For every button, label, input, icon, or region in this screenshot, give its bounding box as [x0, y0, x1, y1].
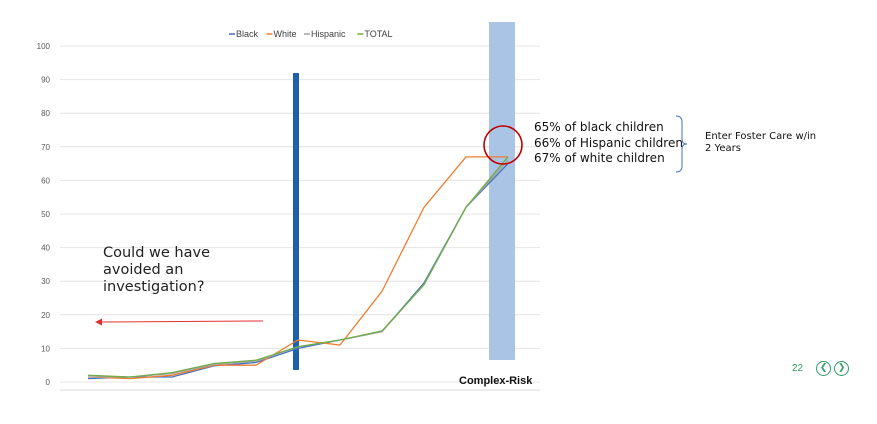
y-tick-label: 0 [46, 378, 51, 387]
y-axis: 0 10 20 30 40 50 60 70 80 90 100 [37, 42, 540, 391]
stats-callout: 65% of black children 66% of Hispanic ch… [534, 120, 683, 167]
left-arrow [95, 318, 264, 326]
series-lines [87, 156, 509, 380]
question-callout: Could we have avoided an investigation? [103, 245, 210, 295]
foster-care-label: Enter Foster Care w/in 2 Years [705, 131, 817, 154]
stat-black: 65% of black children [534, 120, 664, 134]
slide-footer: 22 ❮ ❯ [792, 361, 850, 376]
stat-hispanic: 66% of Hispanic children [534, 135, 683, 150]
page-number: 22 [792, 363, 804, 374]
chevron-left-icon[interactable]: ❮ [816, 361, 832, 376]
legend-item-hispanic: Hispanic [311, 29, 346, 39]
y-tick-label: 10 [41, 344, 50, 353]
series-line-total [87, 156, 509, 378]
series-line-white [87, 156, 508, 380]
y-tick-label: 20 [41, 311, 50, 320]
stat-white: 67% of white children [534, 151, 665, 165]
y-tick-label: 90 [41, 76, 50, 85]
y-tick-label: 60 [41, 176, 50, 185]
complex-risk-label: Complex-Risk [459, 375, 533, 387]
y-tick-label: 40 [41, 244, 50, 253]
y-tick-label: 50 [41, 210, 50, 219]
legend-item-total: TOTAL [364, 29, 392, 39]
gridlines [60, 45, 540, 383]
chevron-right-icon[interactable]: ❯ [834, 361, 850, 376]
y-tick-label: 70 [41, 143, 50, 152]
highlight-band [489, 22, 515, 360]
legend: Black White Hispanic TOTAL [229, 29, 393, 39]
threshold-line [293, 73, 299, 370]
brace [675, 115, 688, 173]
y-tick-label: 30 [41, 277, 50, 286]
legend-item-white: White [274, 29, 297, 39]
highlight-circle [483, 125, 523, 165]
y-tick-label: 80 [41, 109, 50, 118]
y-tick-label: 100 [37, 42, 51, 51]
legend-item-black: Black [236, 29, 259, 39]
